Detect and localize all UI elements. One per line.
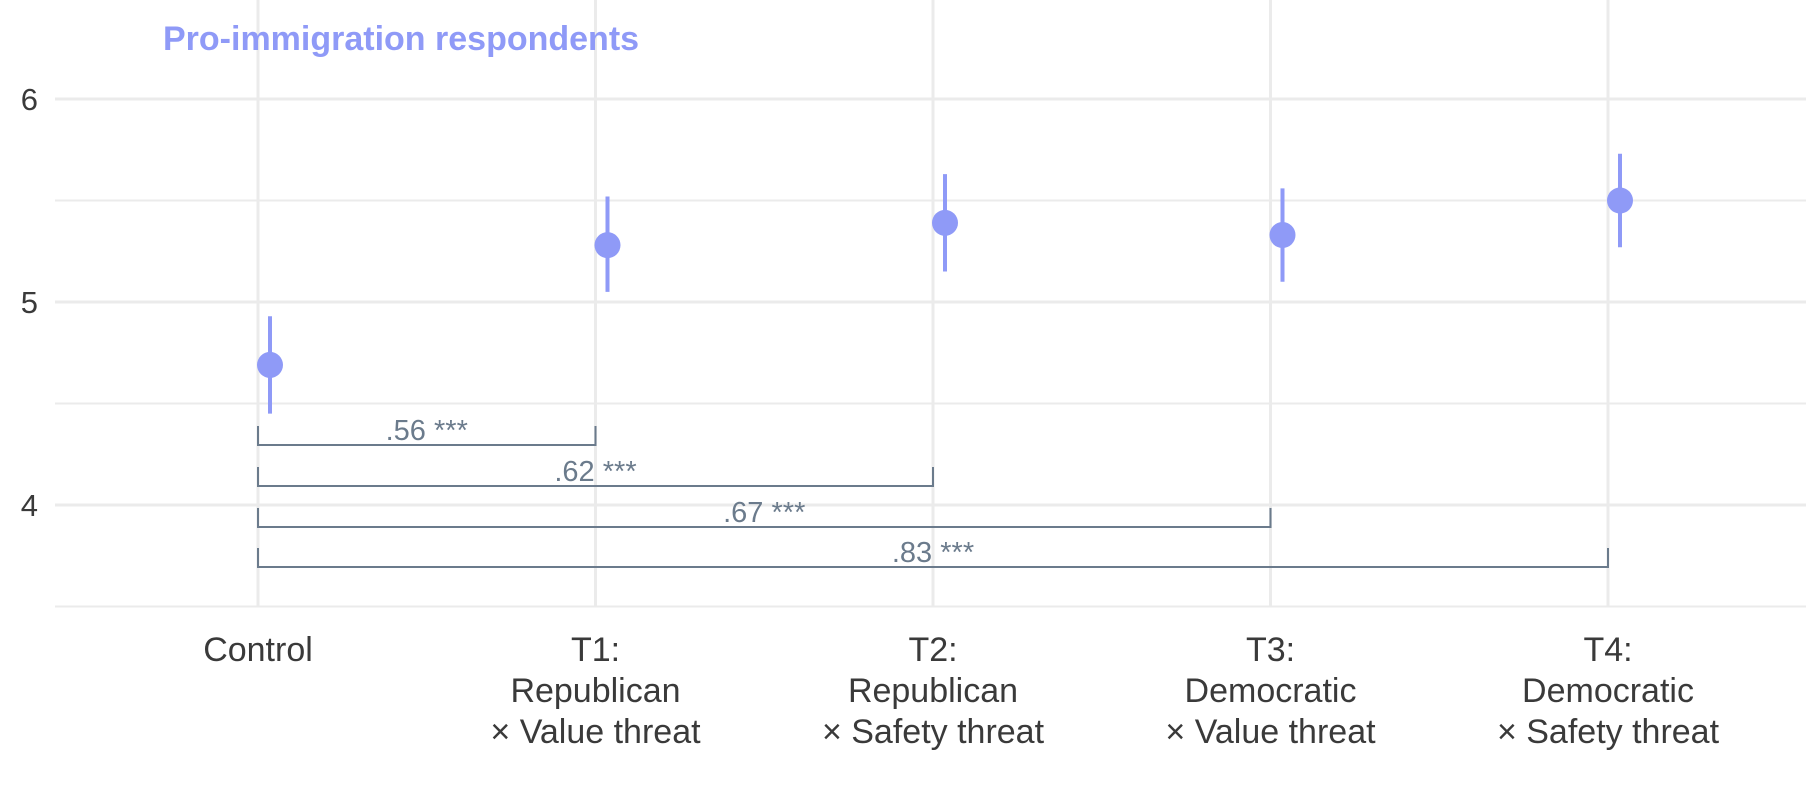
comparison-bracket [257,548,1609,568]
x-tick-label: T2: Republican × Safety threat [822,631,1045,751]
point-estimate [257,351,283,378]
grid-major [55,97,1806,507]
x-tick-label: T3: Democratic × Value threat [1165,631,1376,751]
y-tick-label: 6 [21,82,38,117]
comparison-bracket [257,426,597,446]
point-estimate [1607,187,1633,214]
grid-vertical [256,0,1610,607]
point-estimate [1269,222,1296,249]
point-estimate [594,232,621,259]
comparison-brackets: .56 *** .62 *** .67 *** .83 *** [257,415,1609,569]
comparison-label: .56 *** [386,415,468,447]
comparison-bracket [257,467,934,487]
x-tick-label: T1: Republican × Value threat [490,631,701,751]
chart-title: Pro-immigration respondents [163,20,639,58]
y-tick-label: 4 [21,488,38,523]
comparison-label: .67 *** [723,497,805,529]
y-axis-ticks: 4 5 6 [21,82,38,523]
comparison-bracket [257,508,1272,528]
x-tick-label: T4: Democratic × Safety threat [1497,631,1720,751]
estimates [257,153,1633,414]
y-tick-label: 5 [21,285,38,320]
comparison-label: .83 *** [892,537,974,569]
point-estimate [932,209,958,236]
grid-minor [55,199,1806,608]
x-tick-label: Control [203,631,313,669]
comparison-label: .62 *** [554,456,636,488]
x-axis-labels: Control T1: Republican × Value threat T2: Rep… [203,631,1719,751]
